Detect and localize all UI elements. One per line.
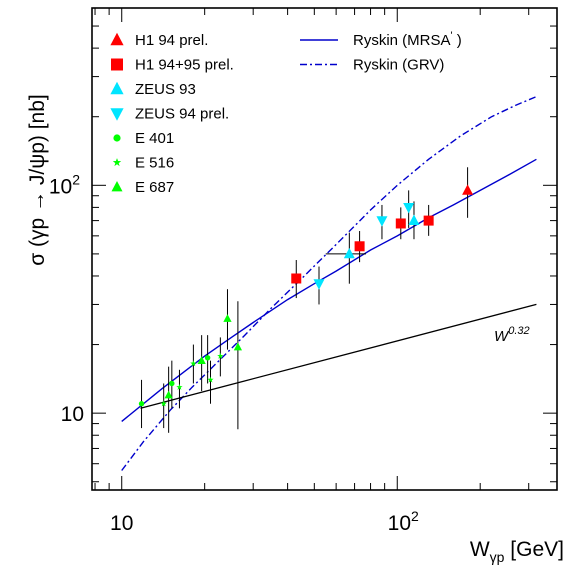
x-axis-title: Wγp [GeV]: [470, 538, 564, 565]
legend-label-3: ZEUS 94 prel.: [135, 106, 229, 123]
point-3-1: [376, 216, 388, 227]
legend-curve-label-0-sup: ': [451, 30, 453, 42]
point-5-3: [207, 376, 214, 383]
point-1-1: [354, 241, 365, 252]
legend-curve-label-0-suffix: ): [453, 32, 462, 49]
x-axis-title-main: W: [470, 538, 490, 561]
point-5-0: [160, 400, 167, 407]
point-6-0: [164, 390, 173, 399]
point-0-0: [462, 184, 474, 195]
point-1-3: [423, 215, 434, 226]
legend-curve-label-0: Ryskin (MRSA' ): [353, 30, 462, 49]
point-1-0: [291, 273, 302, 284]
legend-marker-4: [113, 134, 121, 142]
point-6-1: [197, 356, 206, 364]
point-4-0: [138, 401, 145, 407]
point-2-0: [343, 247, 355, 259]
x-axis-title-sub: γp: [490, 549, 505, 565]
x-tick-label-0-base: 10: [110, 512, 133, 535]
x-tick-label-1: 102: [388, 508, 419, 535]
point-2-1: [408, 214, 420, 225]
power-law-annotation-base: W: [494, 328, 510, 345]
x-tick-label-0: 10: [110, 512, 133, 535]
point-4-2: [204, 355, 211, 361]
legend-marker-5: [112, 158, 122, 167]
power-law-annotation-exp: 0.32: [508, 325, 529, 337]
legend-marker-6: [111, 180, 123, 192]
curve-0: [121, 158, 537, 422]
legend-curve-label-1: Ryskin (GRV): [353, 57, 444, 74]
legend-marker-2: [110, 81, 124, 95]
y-tick-label-1: 102: [49, 171, 80, 198]
theory-curves: [121, 95, 537, 471]
legend-label-1: H1 94+95 prel.: [135, 57, 234, 74]
legend-marker-1: [111, 58, 123, 71]
legend-label-6: E 687: [135, 179, 174, 196]
y-axis-title: σ (γp → J/ψp) [nb]: [26, 94, 49, 265]
point-5-2: [190, 360, 197, 367]
point-6-3: [233, 342, 243, 351]
x-tick-label-1-exp: 2: [411, 508, 419, 524]
point-1-2: [395, 218, 406, 229]
y-tick-label-1-base: 10: [49, 175, 72, 198]
legend-label-5: E 516: [135, 155, 174, 172]
point-5-4: [217, 352, 224, 359]
legend-marker-0: [110, 32, 124, 46]
curve-2: [140, 303, 537, 409]
legend-marker-3: [110, 108, 124, 121]
y-tick-label-1-exp: 2: [72, 171, 80, 187]
legend-curve-label-1-main: Ryskin (GRV): [353, 57, 444, 74]
point-3-0: [313, 279, 325, 290]
x-axis-title-unit: [GeV]: [504, 538, 564, 561]
error-bars: [141, 167, 469, 433]
point-3-2: [403, 202, 415, 214]
plot-frame: [91, 7, 558, 491]
y-tick-label-0: 10: [61, 403, 84, 426]
legend: H1 94 prel. H1 94+95 prel. ZEUS 93 ZEUS 94 …: [110, 30, 462, 196]
point-5-1: [176, 383, 183, 390]
axes: [91, 7, 558, 491]
legend-curve-label-0-main: Ryskin (MRSA: [353, 32, 451, 49]
y-tick-label-0-base: 10: [61, 403, 84, 426]
point-4-1: [169, 380, 175, 387]
power-law-annotation: W0.32: [494, 325, 530, 345]
legend-label-0: H1 94 prel.: [135, 32, 208, 49]
x-tick-label-1-base: 10: [388, 512, 411, 535]
point-6-2: [223, 314, 232, 322]
curve-1: [121, 95, 537, 471]
legend-label-2: ZEUS 93: [135, 81, 196, 98]
data-markers: [138, 184, 474, 407]
legend-label-4: E 401: [135, 130, 174, 147]
